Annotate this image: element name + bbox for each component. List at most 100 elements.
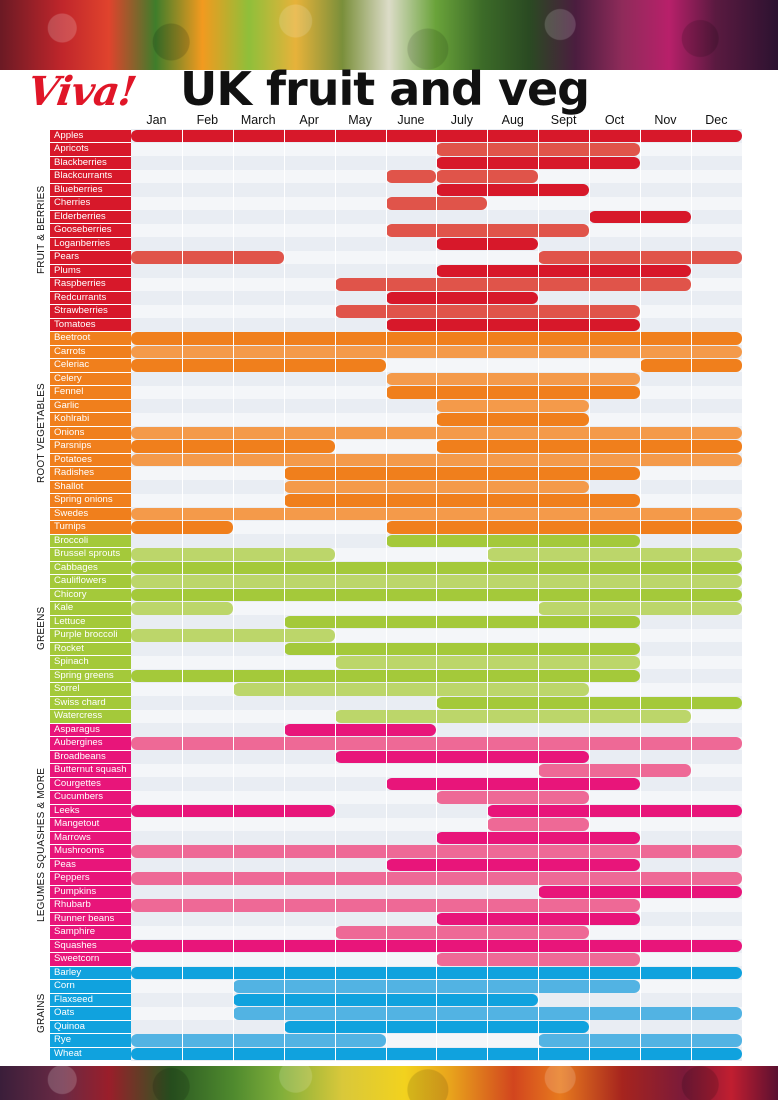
produce-label: Asparagus	[50, 723, 131, 736]
season-bar	[385, 170, 437, 183]
season-bar	[436, 170, 539, 183]
month-header-feb: Feb	[196, 113, 219, 127]
season-bar	[283, 494, 640, 507]
produce-label: Chicory	[50, 588, 131, 601]
produce-label: Oats	[50, 1007, 131, 1020]
produce-label: Courgettes	[50, 777, 131, 790]
produce-label: Raspberries	[50, 278, 131, 291]
vegetable-photo-banner-top	[0, 0, 778, 70]
produce-label: Wheat	[50, 1047, 131, 1060]
month-header-apr: Apr	[299, 113, 319, 127]
produce-label: Pumpkins	[50, 885, 131, 898]
season-bar	[334, 926, 590, 939]
season-bar	[385, 534, 640, 547]
season-bar	[538, 251, 742, 264]
produce-label: Broadbeans	[50, 750, 131, 763]
month-divider	[334, 129, 336, 1065]
season-bar	[283, 723, 437, 736]
month-header-july: July	[450, 113, 473, 127]
produce-label: Apricots	[50, 143, 131, 156]
month-divider	[283, 129, 285, 1065]
produce-label: Mushrooms	[50, 845, 131, 858]
month-divider	[538, 129, 540, 1065]
produce-label: Cucumbers	[50, 791, 131, 804]
section-label: GREENS	[36, 606, 47, 650]
produce-label: Parsnips	[50, 440, 131, 453]
month-header-march: March	[240, 113, 276, 127]
produce-label: Radishes	[50, 467, 131, 480]
section-label: GRAINS	[36, 993, 47, 1034]
month-header-aug: Aug	[501, 113, 524, 127]
season-bar	[232, 993, 539, 1006]
month-header-jan: Jan	[146, 113, 167, 127]
season-bar	[131, 359, 386, 372]
season-bar	[538, 764, 691, 777]
produce-label: Blackcurrants	[50, 170, 131, 183]
season-bar	[385, 318, 640, 331]
produce-label: Potatoes	[50, 453, 131, 466]
produce-label: Elderberries	[50, 210, 131, 223]
produce-label: Celeriac	[50, 359, 131, 372]
produce-label: Broccoli	[50, 534, 131, 547]
month-divider	[589, 129, 591, 1065]
season-bar	[385, 521, 742, 534]
produce-label: Fennel	[50, 386, 131, 399]
produce-label: Pears	[50, 251, 131, 264]
produce-label: Cabbages	[50, 561, 131, 574]
month-divider	[640, 129, 641, 1065]
produce-label: Spring greens	[50, 669, 131, 682]
produce-label: Garlic	[50, 399, 131, 412]
month-divider	[385, 129, 387, 1065]
produce-label: Peppers	[50, 872, 131, 885]
season-bar	[283, 467, 640, 480]
produce-label: Kohlrabi	[50, 413, 131, 426]
produce-label: Carrots	[50, 345, 131, 358]
season-bar	[283, 642, 640, 655]
season-bar	[436, 183, 590, 196]
season-bar	[334, 710, 691, 723]
produce-label: Samphire	[50, 926, 131, 939]
produce-label: Spinach	[50, 656, 131, 669]
produce-label: Redcurrants	[50, 291, 131, 304]
season-bar	[436, 237, 539, 250]
vegetable-photo-banner-bottom	[0, 1066, 778, 1100]
season-bar	[385, 372, 640, 385]
season-bar	[538, 1034, 742, 1047]
section-label: FRUIT & BERRIES	[36, 185, 47, 275]
month-header-oct: Oct	[604, 113, 625, 127]
season-bar	[385, 386, 640, 399]
viva-logo: Viva!	[24, 68, 139, 115]
season-bar	[436, 264, 691, 277]
produce-label: Gooseberries	[50, 224, 131, 237]
produce-label: Squashes	[50, 939, 131, 952]
season-bar	[436, 440, 742, 453]
season-bar	[232, 683, 590, 696]
produce-label: Tomatoes	[50, 318, 131, 331]
produce-label: Beetroot	[50, 332, 131, 345]
season-bar	[436, 413, 590, 426]
produce-label: Aubergines	[50, 737, 131, 750]
produce-label: Peas	[50, 858, 131, 871]
produce-label: Swedes	[50, 507, 131, 520]
month-header-sept: Sept	[550, 113, 577, 127]
season-bar	[334, 278, 691, 291]
produce-label: Corn	[50, 980, 131, 993]
season-bar	[131, 251, 284, 264]
produce-label: Butternut squash	[50, 764, 131, 777]
season-bar	[436, 696, 742, 709]
produce-label: Cherries	[50, 197, 131, 210]
season-bar	[334, 305, 640, 318]
produce-label: Apples	[50, 129, 131, 142]
season-bar	[283, 480, 590, 493]
season-bar	[334, 750, 590, 763]
produce-label: Runner beans	[50, 912, 131, 925]
produce-label: Rye	[50, 1034, 131, 1047]
produce-label: Onions	[50, 426, 131, 439]
produce-label: Blueberries	[50, 183, 131, 196]
month-header-june: June	[397, 113, 425, 127]
section-label: LEGUMES SQUASHES & MORE	[36, 767, 47, 922]
month-divider	[487, 129, 489, 1065]
season-bar	[283, 1020, 590, 1033]
produce-label: Spring onions	[50, 494, 131, 507]
produce-label: Leeks	[50, 804, 131, 817]
